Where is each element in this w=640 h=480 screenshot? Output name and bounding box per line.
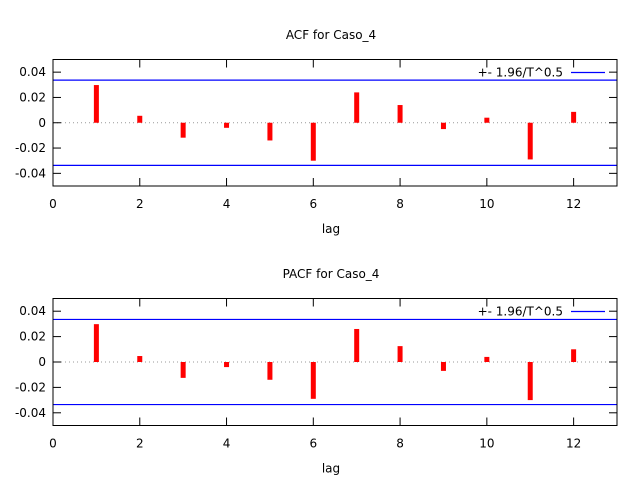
x-tick-label: 2 — [136, 437, 144, 451]
chart-title: PACF for Caso_4 — [283, 267, 380, 281]
y-tick-label: 0.02 — [19, 330, 46, 344]
bar-lag-3 — [180, 362, 186, 378]
bar-lag-11 — [527, 122, 533, 160]
y-tick-label: 0.04 — [19, 65, 46, 79]
bar-lag-9 — [440, 362, 446, 371]
x-tick-label: 4 — [223, 437, 231, 451]
x-tick-label: 0 — [49, 437, 57, 451]
acf-plot: ACF for Caso_4 0.04 0.02 0 -0.02 -0.04 0 2 4 6 8 10… — [15, 28, 618, 236]
bar-lag-9 — [440, 122, 446, 130]
x-tick-label: 0 — [49, 197, 57, 211]
x-tick-label: 12 — [566, 197, 581, 211]
bar-lag-10 — [484, 356, 490, 362]
bar-lag-12 — [571, 111, 577, 123]
bar-lag-6 — [310, 122, 316, 161]
bar-lag-11 — [527, 362, 533, 401]
bar-lag-7 — [354, 92, 360, 123]
y-tick-label: -0.02 — [15, 141, 46, 155]
bar-lag-7 — [354, 328, 360, 362]
x-axis-label: lag — [322, 222, 340, 236]
bar-lag-8 — [397, 346, 403, 362]
bar-lag-10 — [484, 117, 490, 123]
chart-title: ACF for Caso_4 — [286, 28, 376, 42]
bar-lag-12 — [571, 349, 577, 362]
bar-lag-2 — [137, 356, 143, 362]
y-tick-label: 0 — [38, 355, 46, 369]
x-tick-label: 4 — [223, 197, 231, 211]
plot-frame — [52, 59, 618, 187]
bar-lag-1 — [93, 85, 99, 123]
bar-lag-4 — [224, 122, 230, 128]
y-tick-label: 0.04 — [19, 304, 46, 318]
x-tick-label: 8 — [396, 197, 404, 211]
x-tick-label: 2 — [136, 197, 144, 211]
x-axis-label: lag — [322, 462, 340, 476]
y-tick-label: -0.04 — [15, 406, 46, 420]
bar-lag-6 — [310, 362, 316, 399]
x-tick-label: 10 — [479, 197, 494, 211]
bar-lag-3 — [180, 122, 186, 138]
y-tick-label: 0.02 — [19, 90, 46, 104]
y-tick-label: 0 — [38, 116, 46, 130]
plot-frame — [52, 298, 618, 426]
bar-lag-2 — [137, 115, 143, 123]
bar-lag-4 — [224, 362, 230, 368]
y-tick-label: -0.02 — [15, 380, 46, 394]
x-tick-label: 12 — [566, 437, 581, 451]
bar-lag-1 — [93, 324, 99, 362]
bar-lag-8 — [397, 105, 403, 123]
bar-lag-5 — [267, 362, 273, 380]
bar-lag-5 — [267, 122, 273, 141]
y-tick-label: -0.04 — [15, 166, 46, 180]
x-tick-label: 6 — [309, 197, 317, 211]
legend-label: +- 1.96/T^0.5 — [478, 305, 563, 319]
x-tick-label: 6 — [309, 437, 317, 451]
pacf-plot: PACF for Caso_4 0.04 0.02 0 -0.02 -0.04 0 2 4 6 8 1… — [15, 267, 618, 476]
x-tick-label: 10 — [479, 437, 494, 451]
x-tick-label: 8 — [396, 437, 404, 451]
legend-label: +- 1.96/T^0.5 — [478, 66, 563, 80]
